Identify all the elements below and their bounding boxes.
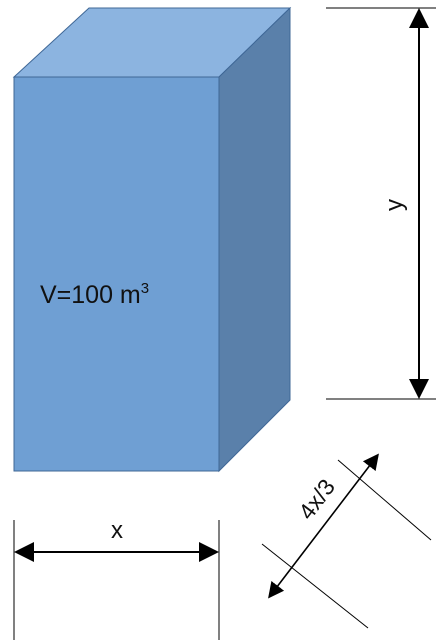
box-side-face <box>218 6 291 473</box>
depth-extension-upper <box>337 459 432 541</box>
volume-label-superscript: 3 <box>141 280 149 297</box>
height-label: y <box>381 199 408 211</box>
box-front-face <box>13 76 220 472</box>
depth-label: 4x/3 <box>293 474 340 524</box>
volume-label-text: V=100 m <box>40 281 141 309</box>
width-label: x <box>111 517 123 544</box>
volume-label: V=100 m3 <box>40 280 149 309</box>
depth-dimension-line <box>268 453 379 599</box>
